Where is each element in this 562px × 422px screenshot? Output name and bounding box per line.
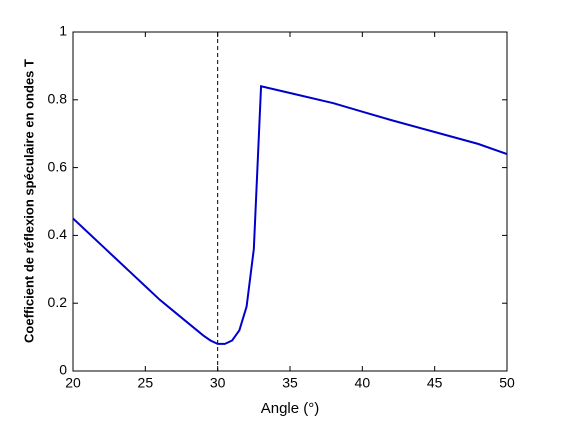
y-axis-label: Coefficient de réflexion spéculaire en o… <box>21 59 36 343</box>
x-tick-label: 50 <box>499 375 515 391</box>
x-tick-label: 30 <box>210 375 226 391</box>
x-axis-label: Angle (°) <box>261 400 320 417</box>
y-tick-label: 0.8 <box>48 91 68 107</box>
y-tick-label: 0.2 <box>48 294 68 310</box>
x-tick-label: 25 <box>138 375 154 391</box>
y-tick-label: 0.6 <box>48 158 68 174</box>
x-tick-label: 35 <box>282 375 298 391</box>
plot-area <box>72 31 508 372</box>
data-line <box>72 84 508 345</box>
x-tick-label: 45 <box>427 375 443 391</box>
y-tick-label: 1 <box>59 23 67 39</box>
x-tick-label: 40 <box>355 375 371 391</box>
y-tick-label: 0 <box>59 362 67 378</box>
y-tick-label: 0.4 <box>48 226 68 242</box>
x-tick-label: 20 <box>65 375 81 391</box>
